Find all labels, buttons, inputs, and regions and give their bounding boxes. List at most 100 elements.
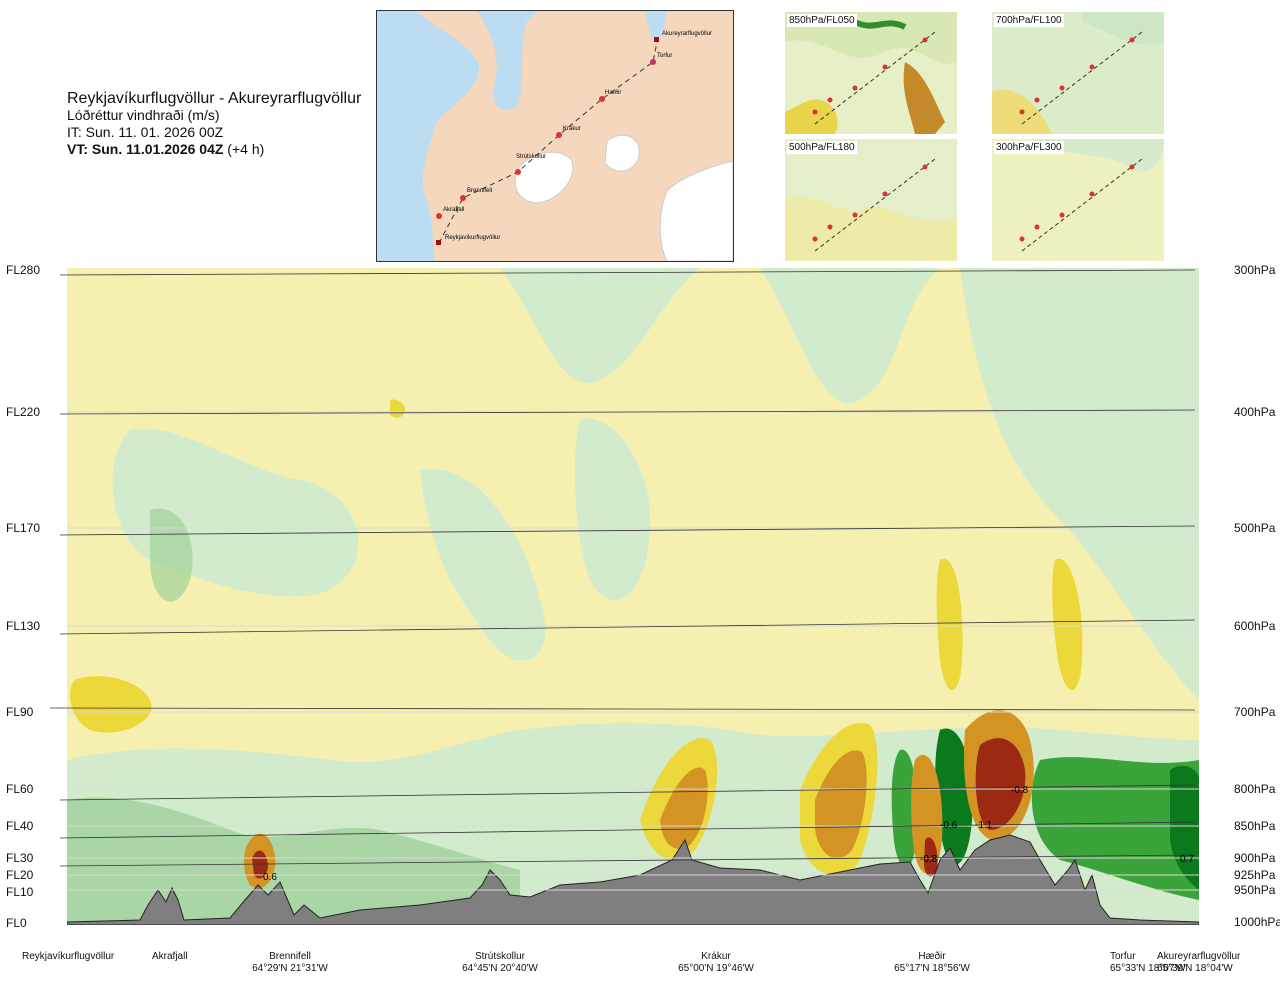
waypoint-coord: 64°29'N 21°31'W [252, 963, 328, 974]
mini-map-700: 700hPa/FL100 [992, 12, 1164, 134]
hpa-tick-label: 500hPa [1234, 521, 1276, 535]
up-strong-haedir [891, 749, 917, 868]
waypoint-name: Reykjavíkurflugvöllur [22, 951, 115, 962]
mini-map-700-svg [992, 12, 1164, 134]
glacier-hofsjokull [604, 134, 640, 172]
waypoint-name: Strútskollur [474, 951, 525, 962]
down-max-brennifell [252, 850, 268, 879]
down-strong-east-krakur [815, 750, 867, 859]
sea-west [377, 11, 479, 261]
mini-map-300-label: 300hPa/FL300 [994, 141, 1064, 154]
glacier-vatnajokull [659, 160, 733, 261]
hpa-tick-label: 300hPa [1234, 263, 1276, 277]
map-label-akureyri: Akureyrarflugvöllur [662, 31, 712, 37]
annotation-east: 0.7 [1180, 854, 1194, 865]
hpa-tick-label: 1000hPa [1234, 915, 1280, 929]
up-max-east [1170, 765, 1199, 890]
hpa-tick-label: 600hPa [1234, 619, 1276, 633]
waypoint-label: Akrafjall [152, 951, 188, 963]
annotation-haedir-3: -1.1 [975, 820, 993, 831]
up-region-2 [760, 268, 940, 403]
quantity-label: Lóðréttur vindhraði (m/s) [67, 107, 220, 123]
waypoint-name: Krákur [701, 951, 731, 962]
waypoint-label: Strútskollur 64°45'N 20°40'W [460, 951, 540, 975]
mini-map-850: 850hPa/FL050 [785, 12, 957, 134]
waypoint-label: Torfur 65°33'N 18°07'W [1110, 951, 1186, 975]
map-label-krakur: Krákur [563, 126, 581, 132]
valid-time-offset: (+4 h) [223, 141, 265, 157]
map-label-haedir: Hæðir [605, 89, 621, 96]
fl-tick-label: FL170 [6, 521, 41, 535]
title-block: Reykjavíkurflugvöllur - Akureyrarflugvöl… [67, 90, 361, 158]
route-map-svg: Akureyrarflugvöllur Torfur Hæðir Krákur … [377, 11, 733, 261]
waypoint-coord: 65°33'N 18°07'W [1110, 963, 1186, 974]
up-strong-east [1031, 757, 1199, 900]
fl-tick-label: FL10 [6, 885, 34, 899]
down-strong-krakur [660, 767, 708, 849]
init-time: IT: Sun. 11. 01. 2026 00Z [67, 124, 224, 140]
waypoint-coord: 65°17'N 18°56'W [894, 963, 970, 974]
fl-tick-label: FL130 [6, 619, 41, 633]
map-point-akrafjall [436, 213, 442, 219]
fl-tick-label: FL30 [6, 851, 34, 865]
annotation-haedir-4: -0.8 [1011, 785, 1029, 796]
hpa-tick-label: 850hPa [1234, 819, 1276, 833]
mini-map-300-svg [992, 139, 1164, 261]
fl-tick-label: FL280 [6, 263, 41, 277]
annotation-haedir-1: -0.8 [920, 854, 938, 865]
mini-map-850-label: 850hPa/FL050 [787, 14, 857, 27]
down-max-haedir-2 [975, 738, 1026, 830]
hpa-tick-label: 925hPa [1234, 868, 1276, 882]
low-up-core-west [67, 797, 520, 925]
map-point-akureyri [654, 37, 659, 42]
mini-map-500: 500hPa/FL180 [785, 139, 957, 261]
fl-tick-label: FL40 [6, 819, 34, 833]
mini-map-500-svg [785, 139, 957, 261]
sea-bay [477, 11, 537, 110]
waypoint-name: Hæðir [918, 951, 946, 962]
route-map: Akureyrarflugvöllur Torfur Hæðir Krákur … [376, 10, 734, 262]
fl-tick-label: FL220 [6, 405, 41, 419]
map-point-haedir [599, 96, 605, 102]
waypoint-label: Akureyrarflugvöllur 65°39'N 18°04'W [1157, 951, 1240, 975]
hpa-tick-label: 400hPa [1234, 405, 1276, 419]
mini-map-300: 300hPa/FL300 [992, 139, 1164, 261]
cross-section-field [67, 268, 1199, 925]
terrain-profile [67, 834, 1199, 925]
waypoint-coord: 64°45'N 20°40'W [462, 963, 538, 974]
route-title: Reykjavíkurflugvöllur - Akureyrarflugvöl… [67, 90, 362, 107]
waypoint-label: Brennifell 64°29'N 21°31'W [244, 951, 336, 975]
waypoint-coord: 65°00'N 19°46'W [678, 963, 754, 974]
glacier-langjokull [514, 151, 574, 204]
fl-tick-label: FL60 [6, 782, 34, 796]
waypoint-name: Akrafjall [152, 951, 188, 962]
waypoint-label: Reykjavíkurflugvöllur [22, 951, 114, 963]
waypoint-name: Akureyrarflugvöllur [1157, 951, 1241, 962]
valid-time-main: VT: Sun. 11.01.2026 04Z [67, 141, 224, 157]
up-core-4 [150, 508, 193, 602]
map-label-reykjavik: Reykjavíkurflugvöllur [445, 235, 500, 241]
hpa-tick-label: 950hPa [1234, 883, 1276, 897]
waypoint-coord: 65°39'N 18°04'W [1157, 963, 1233, 974]
wind-barbs [49, 269, 1196, 867]
up-region-6 [574, 418, 650, 600]
map-point-brennifell [460, 195, 466, 201]
waypoint-label: Hæðir 65°17'N 18°56'W [892, 951, 972, 975]
up-max-haedir [935, 728, 973, 865]
fl-tick-label: FL0 [6, 916, 27, 930]
up-region-5 [420, 468, 546, 661]
mini-map-850-svg [785, 12, 957, 134]
annotation-brennifell: 0.6 [263, 872, 277, 883]
mini-map-500-label: 500hPa/FL180 [787, 141, 857, 154]
up-region-3 [960, 268, 1199, 700]
waypoint-name: Brennifell [269, 951, 311, 962]
map-point-torfur [650, 59, 656, 65]
down-region-3 [1052, 558, 1083, 690]
map-point-reykjavik [436, 240, 441, 245]
fl-tick-label: FL90 [6, 705, 34, 719]
waypoint-label: Krákur 65°00'N 19°46'W [676, 951, 756, 975]
annotation-haedir-2: -0.6 [940, 820, 958, 831]
up-region-1 [500, 268, 700, 384]
waypoint-name: Torfur [1110, 951, 1136, 962]
